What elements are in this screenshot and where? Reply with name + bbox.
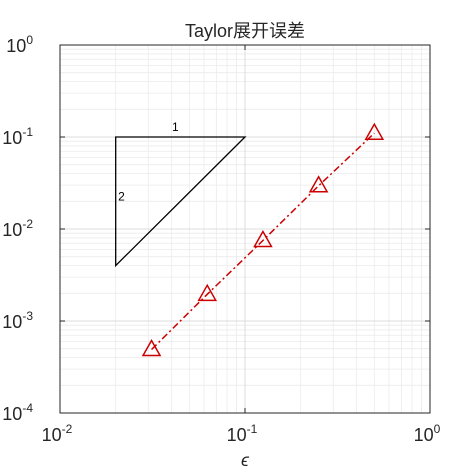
y-tick-label: 10-4 [2, 401, 33, 424]
data-point-marker [364, 122, 385, 140]
x-tick-label: 100 [414, 422, 441, 445]
series-line [151, 132, 375, 351]
data-point-marker [253, 229, 273, 248]
x-axis-label: ϵ [241, 450, 250, 470]
slope-triangle [115, 136, 247, 268]
plot-area: 10-2 10-1 100 10-4 10-3 10-2 10-1 100 1 2 [2, 33, 440, 445]
data-point-marker [308, 175, 329, 193]
chart-title: Taylor展开误差 [185, 21, 305, 41]
x-tick-label: 10-2 [42, 422, 73, 445]
y-tick-label: 10-3 [2, 309, 33, 332]
x-tick-label: 10-1 [227, 422, 258, 445]
data-point-marker [141, 338, 162, 357]
slope-label-1: 1 [172, 120, 179, 134]
slope-label-2: 2 [118, 189, 125, 203]
y-tick-label: 10-1 [2, 125, 33, 148]
y-tick-label: 10-2 [2, 217, 33, 240]
data-point-marker [197, 283, 218, 302]
y-tick-label: 100 [6, 33, 33, 56]
